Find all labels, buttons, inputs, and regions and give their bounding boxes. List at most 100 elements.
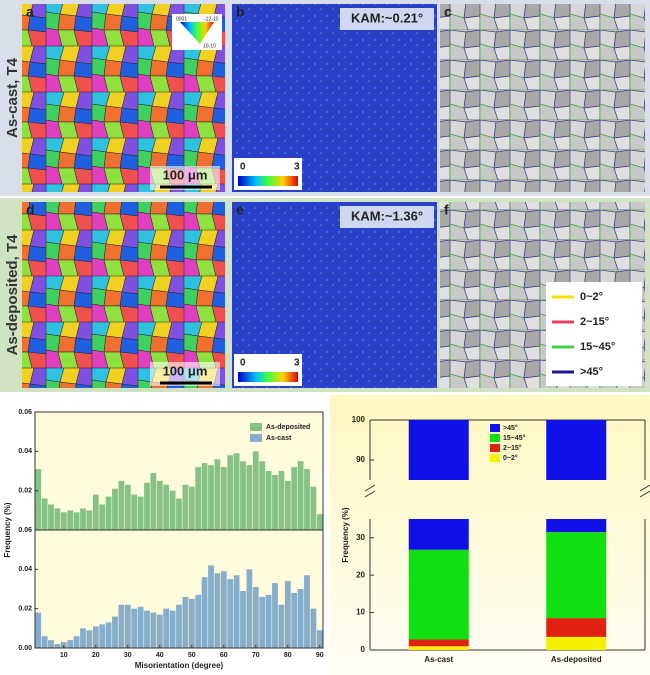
legend-label: As-cast [266, 435, 292, 442]
bar [112, 616, 118, 648]
legend-label: 15~45° [580, 341, 615, 353]
bar [214, 573, 221, 648]
bar [252, 587, 259, 648]
bar [144, 610, 150, 648]
bar [176, 498, 182, 530]
sem-image [440, 4, 645, 192]
panel-letter: f [444, 202, 449, 218]
legend-label: 15~45° [503, 434, 526, 442]
bar [316, 514, 323, 530]
bar [316, 630, 323, 648]
bar [220, 467, 227, 530]
row-label: As-cast, T4 [4, 57, 21, 138]
panel-letter: d [26, 202, 35, 218]
bar [41, 498, 48, 530]
bar [48, 504, 54, 530]
bar [118, 480, 125, 530]
x-axis-label: Misorientation (degree) [135, 661, 224, 670]
bar [272, 474, 278, 530]
colorbar: 0 3 0 3 [234, 158, 302, 386]
bar [227, 579, 234, 648]
bar-segment [408, 646, 469, 650]
bar [35, 469, 42, 530]
bar-segment [546, 636, 607, 650]
legend-label: 0~2° [503, 454, 518, 462]
bar [265, 594, 272, 648]
x-tick-label: 70 [252, 652, 260, 659]
bar [195, 467, 202, 530]
axis-break [364, 490, 376, 498]
legend-label: As-deposited [266, 424, 310, 431]
legend-swatch [490, 454, 500, 462]
kam-box [340, 206, 434, 228]
bar [259, 596, 266, 648]
bar [182, 484, 189, 530]
bar [310, 486, 317, 530]
legend-swatch [490, 434, 500, 442]
ipf-triangle [180, 22, 214, 44]
panel-letter: a [26, 4, 34, 20]
plot-frame [34, 529, 324, 649]
colorbar-tick: 0 [240, 162, 246, 173]
bar [99, 624, 106, 648]
bar [163, 608, 170, 648]
bar [54, 508, 61, 530]
ipf-key: 0001 -12-10 10-10 [172, 14, 222, 50]
x-tick-label: 50 [188, 652, 196, 659]
x-tick-label: 10 [60, 652, 68, 659]
ipf-label: -12-10 [204, 16, 219, 22]
bar [297, 461, 304, 530]
y-axis-label: Frequency (%) [3, 502, 12, 557]
bar [131, 494, 138, 530]
bar [259, 461, 266, 530]
panel-letter: e [236, 202, 244, 218]
y-tick-label: 0.04 [18, 448, 32, 455]
bar [220, 571, 227, 648]
bar [124, 484, 131, 530]
y-tick-label: 90 [356, 455, 365, 464]
bar [156, 480, 163, 530]
x-tick-label: 90 [316, 652, 324, 659]
y-tick-label: 10 [356, 608, 365, 617]
bar [214, 459, 221, 530]
bar [80, 508, 86, 530]
bar [233, 453, 240, 530]
bar [41, 636, 48, 648]
bar-segment [408, 639, 469, 647]
bar [137, 606, 144, 648]
bar [67, 510, 74, 530]
bar [73, 636, 80, 648]
legend-swatch [250, 434, 262, 442]
bar [240, 590, 246, 648]
colorbar-gradient [238, 176, 298, 186]
y-tick-label: 0.04 [18, 566, 32, 573]
y-tick-label: 30 [356, 533, 365, 542]
y-tick-label: 100 [352, 415, 366, 424]
bar [131, 608, 138, 648]
y-axis-label: Frequency (%) [341, 507, 350, 562]
bar [240, 461, 246, 530]
bar [208, 565, 214, 648]
bar-segment [546, 618, 607, 637]
x-tick-label: 80 [284, 652, 292, 659]
x-tick-label: 30 [124, 652, 132, 659]
colorbar-tick: 0 [240, 358, 246, 369]
bar [48, 640, 54, 648]
bar-segment [408, 420, 469, 550]
legend-label: >45° [503, 424, 518, 432]
bar [176, 604, 182, 648]
bar [188, 598, 195, 648]
bar [291, 467, 298, 530]
bar [144, 482, 150, 530]
bar [60, 512, 67, 530]
bar [304, 469, 310, 530]
bar [105, 622, 112, 648]
kam-box [340, 8, 434, 30]
x-tick-label: 40 [156, 652, 164, 659]
y-tick-label: 20 [356, 570, 365, 579]
x-tick-label: As-deposited [551, 655, 602, 664]
bar [86, 510, 93, 530]
bar [201, 577, 208, 648]
y-tick-label: 0.00 [18, 645, 32, 652]
